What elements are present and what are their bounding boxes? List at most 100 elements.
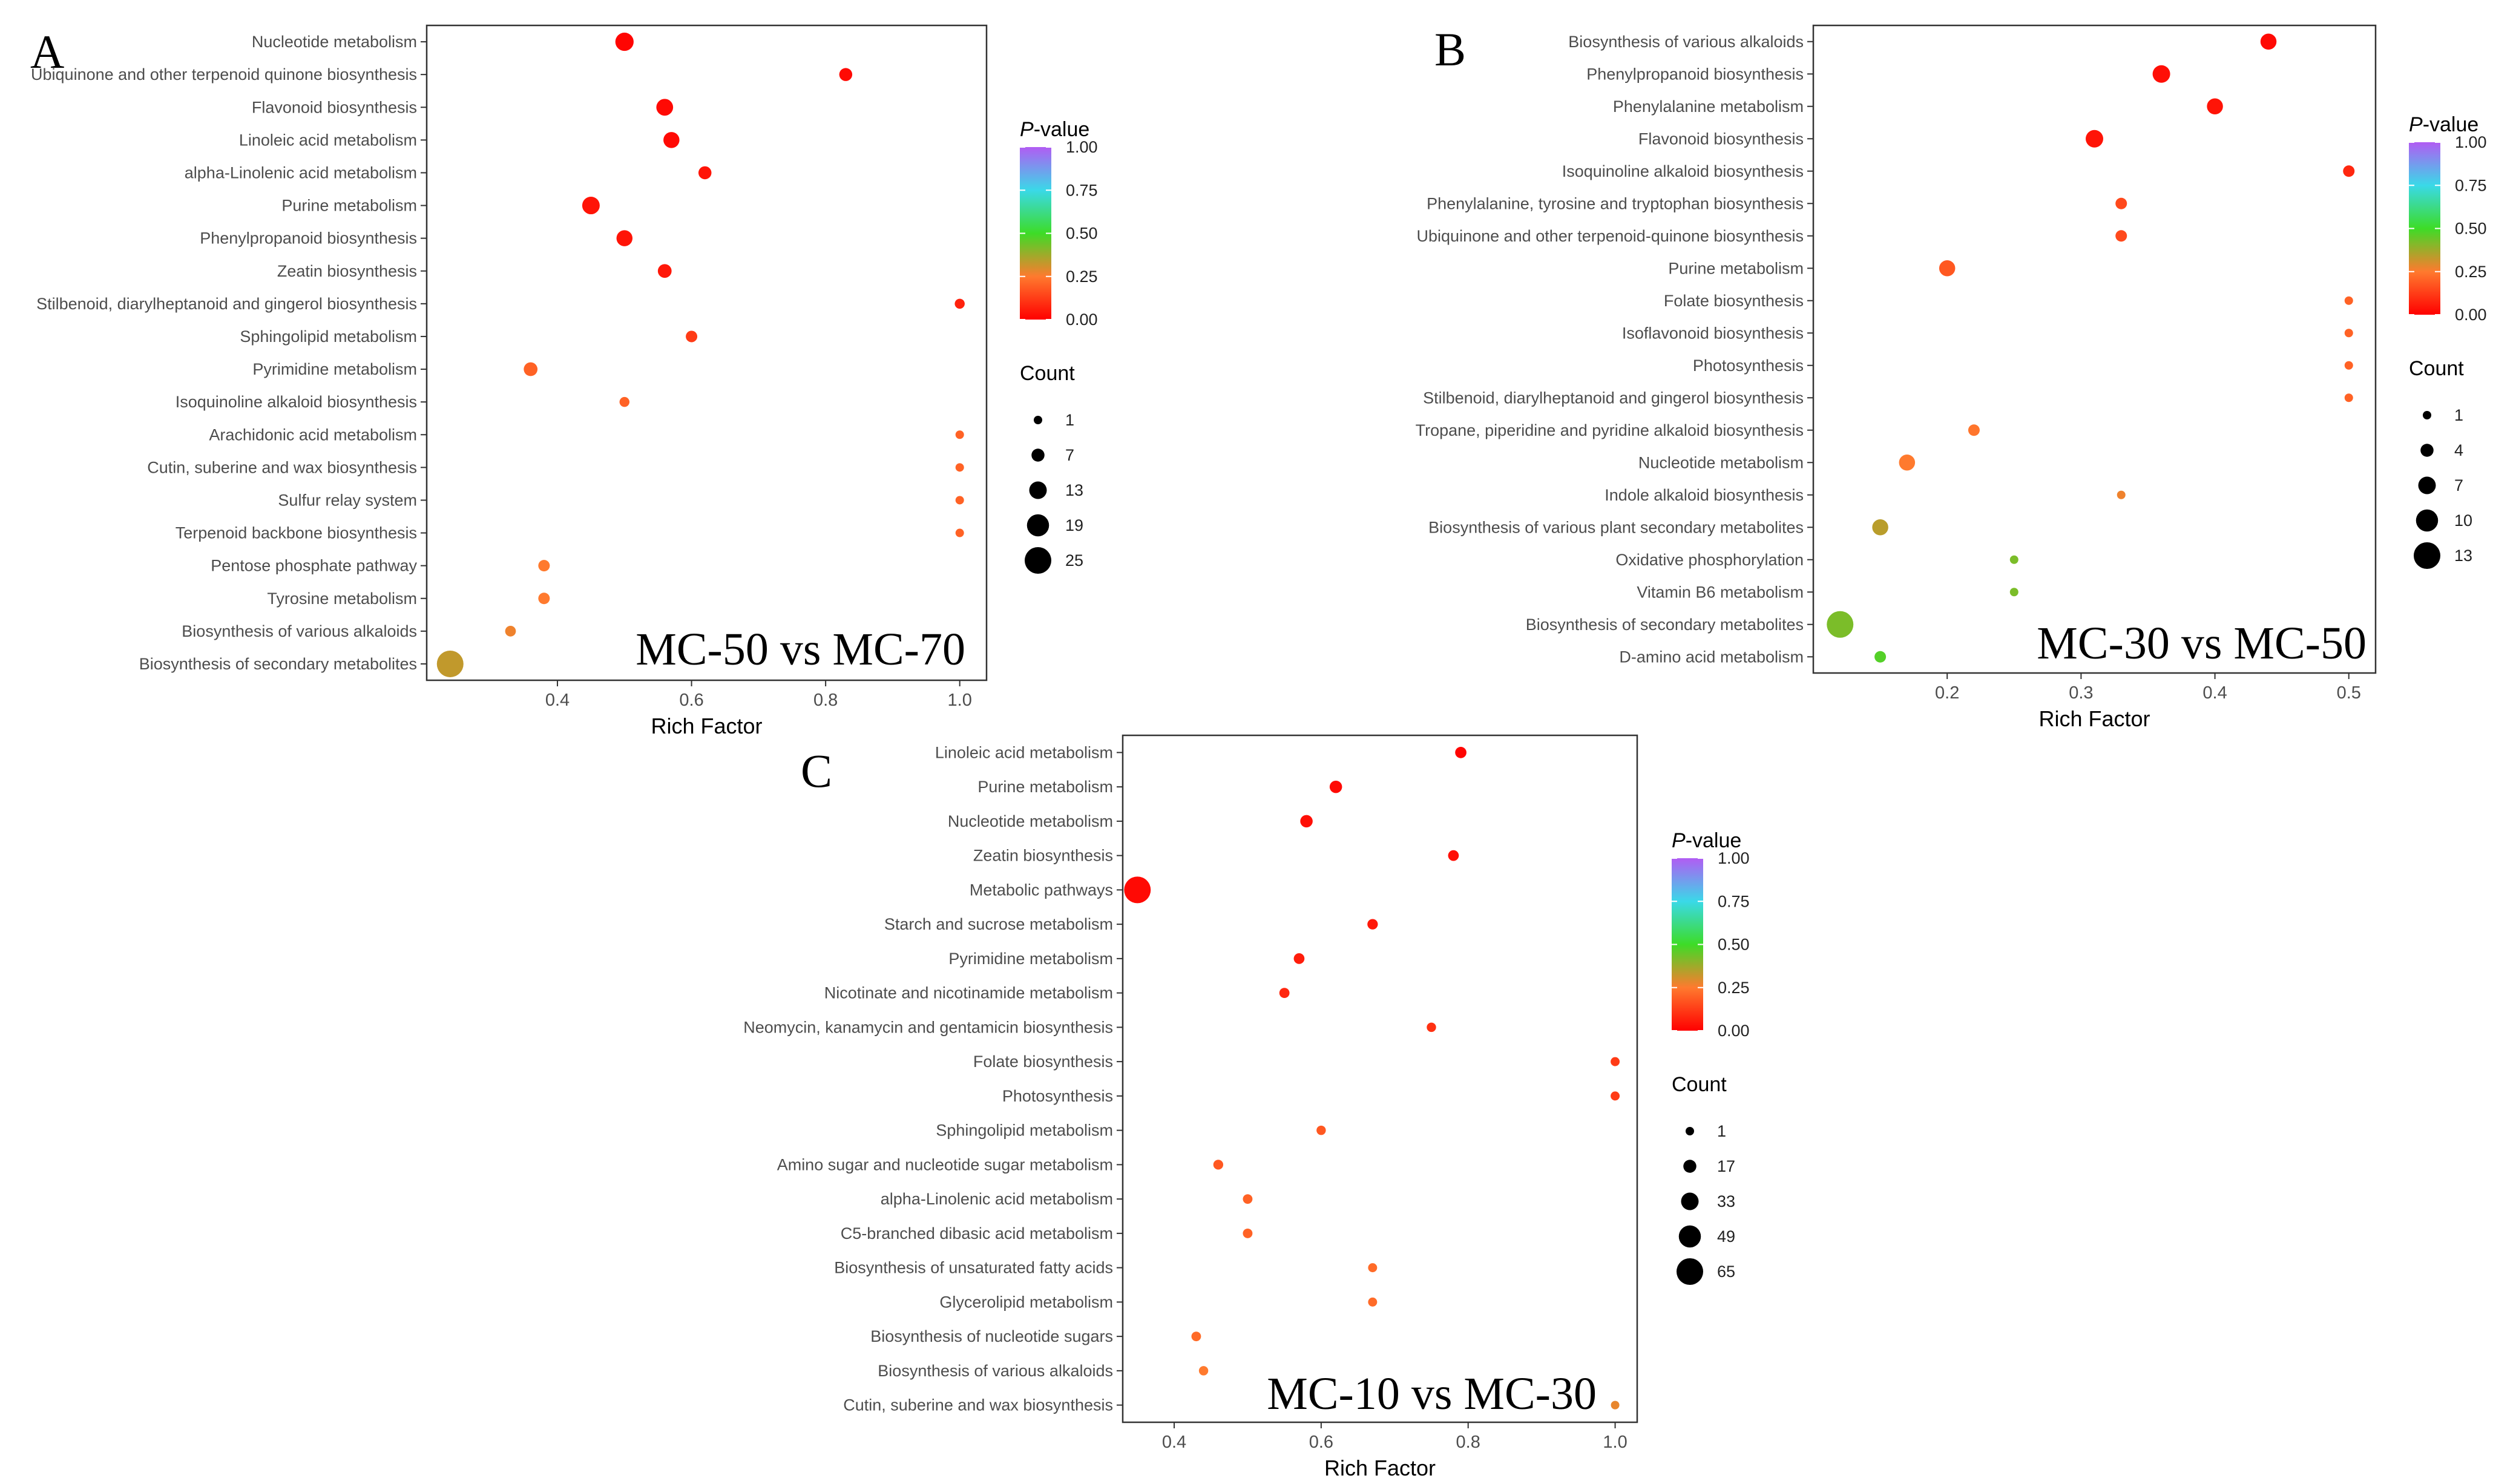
color-legend-label: 1.00	[1066, 138, 1098, 156]
data-point	[1279, 988, 1290, 999]
data-point	[1427, 1022, 1436, 1033]
data-point	[954, 298, 965, 309]
size-legend-key	[1677, 1258, 1703, 1285]
panel-label: A	[30, 25, 64, 78]
size-legend-key	[2418, 476, 2436, 494]
y-tick-label: Pyrimidine metabolism	[948, 950, 1113, 968]
data-point	[1968, 424, 1980, 436]
size-legend-key	[2420, 444, 2434, 457]
color-legend-label: 0.50	[1718, 936, 1750, 954]
size-legend-title: Count	[1020, 362, 1075, 385]
color-legend-label: 1.00	[2455, 133, 2487, 151]
y-tick-label: Phenylpropanoid biosynthesis	[1586, 65, 1804, 83]
y-tick-label: Terpenoid backbone biosynthesis	[176, 524, 417, 542]
data-point	[1899, 455, 1916, 471]
data-point	[615, 32, 634, 51]
data-point	[1611, 1400, 1620, 1410]
y-tick-label: Folate biosynthesis	[973, 1052, 1113, 1071]
y-tick-label: Biosynthesis of various alkaloids	[1568, 33, 1804, 51]
data-point	[616, 230, 633, 246]
y-tick-label: Tropane, piperidine and pyridine alkaloi…	[1416, 421, 1804, 439]
y-tick-label: alpha-Linolenic acid metabolism	[185, 163, 417, 182]
y-tick-label: Glycerolipid metabolism	[939, 1293, 1113, 1311]
panel-label: B	[1434, 23, 1466, 76]
data-point	[1367, 919, 1378, 930]
data-point	[2344, 329, 2353, 338]
y-tick-label: Oxidative phosphorylation	[1615, 551, 1804, 569]
x-tick-label: 0.5	[2337, 683, 2361, 703]
color-legend-label: 0.00	[1066, 310, 1098, 329]
data-point	[1213, 1160, 1224, 1170]
data-point	[1874, 651, 1887, 663]
data-point	[582, 197, 600, 215]
data-point	[955, 430, 964, 439]
size-legend-title: Count	[1672, 1073, 1727, 1096]
x-tick-label: 0.4	[545, 691, 570, 710]
data-point	[955, 463, 964, 472]
size-legend-label: 7	[2454, 476, 2463, 494]
y-tick-label: D-amino acid metabolism	[1619, 648, 1804, 666]
data-point	[1316, 1125, 1326, 1135]
data-point	[2344, 361, 2353, 370]
size-legend-label: 10	[2454, 511, 2472, 530]
y-tick-label: Phenylpropanoid biosynthesis	[200, 229, 417, 248]
y-tick-label: Purine metabolism	[1668, 259, 1804, 277]
x-tick-label: 0.6	[679, 691, 703, 710]
color-legend-label: 0.00	[2455, 306, 2487, 324]
y-tick-label: Nucleotide metabolism	[252, 33, 417, 51]
size-legend-key	[1031, 448, 1045, 462]
data-point	[663, 132, 680, 148]
size-legend-label: 33	[1717, 1192, 1735, 1210]
y-tick-label: alpha-Linolenic acid metabolism	[881, 1190, 1113, 1208]
x-tick-label: 0.3	[2069, 683, 2093, 703]
y-tick-label: Flavonoid biosynthesis	[1638, 130, 1804, 148]
y-tick-label: Pentose phosphate pathway	[211, 557, 417, 575]
data-point	[2152, 65, 2170, 83]
y-tick-label: Folate biosynthesis	[1664, 292, 1804, 310]
size-legend-label: 1	[1065, 411, 1074, 429]
y-tick-label: Ubiquinone and other terpenoid quinone b…	[31, 65, 417, 84]
comparison-label: MC-50 vs MC-70	[636, 624, 965, 675]
data-point	[1611, 1057, 1620, 1066]
x-tick-label: 0.6	[1309, 1433, 1333, 1452]
y-tick-label: Isoquinoline alkaloid biosynthesis	[176, 393, 417, 411]
data-point	[2086, 130, 2103, 148]
y-tick-label: Sphingolipid metabolism	[936, 1121, 1113, 1140]
y-tick-label: Purine metabolism	[977, 778, 1113, 796]
y-tick-label: Flavonoid biosynthesis	[252, 98, 417, 116]
data-point	[657, 264, 672, 278]
y-tick-label: Cutin, suberine and wax biosynthesis	[843, 1396, 1113, 1414]
color-legend-label: 0.25	[2455, 263, 2487, 281]
y-tick-label: Photosynthesis	[1693, 356, 1804, 375]
size-legend-label: 1	[1717, 1122, 1726, 1140]
y-tick-label: Nucleotide metabolism	[948, 812, 1113, 830]
data-point	[505, 625, 516, 637]
size-legend-label: 13	[2454, 547, 2472, 565]
size-legend-label: 17	[1717, 1157, 1735, 1175]
y-tick-label: Biosynthesis of various alkaloids	[878, 1362, 1113, 1380]
x-tick-label: 0.4	[2202, 683, 2227, 703]
color-legend-label: 1.00	[1718, 849, 1750, 867]
data-point	[2260, 33, 2277, 50]
data-point	[2115, 230, 2127, 242]
size-legend-key	[1678, 1225, 1701, 1248]
color-legend-label: 0.75	[1718, 892, 1750, 910]
size-legend-key	[2423, 411, 2431, 419]
y-tick-label: Stilbenoid, diarylheptanoid and gingerol…	[1423, 389, 1804, 407]
x-axis-title: Rich Factor	[1324, 1456, 1436, 1480]
data-point	[1827, 611, 1854, 638]
y-tick-label: Vitamin B6 metabolism	[1637, 583, 1804, 601]
size-legend-label: 65	[1717, 1262, 1735, 1281]
panel-c: C Linoleic acid metabolism Purine metaboli…	[743, 734, 1750, 1480]
size-legend-key	[1026, 514, 1049, 537]
data-point	[1329, 780, 1342, 793]
size-legend-title: Count	[2409, 357, 2464, 380]
size-legend-key	[1034, 416, 1042, 424]
x-axis-title: Rich Factor	[2038, 706, 2150, 731]
color-legend-label: 0.25	[1718, 979, 1750, 997]
comparison-label: MC-30 vs MC-50	[2037, 618, 2367, 669]
data-point	[1198, 1366, 1209, 1376]
data-point	[686, 330, 698, 343]
y-tick-label: Biosynthesis of nucleotide sugars	[870, 1327, 1113, 1345]
